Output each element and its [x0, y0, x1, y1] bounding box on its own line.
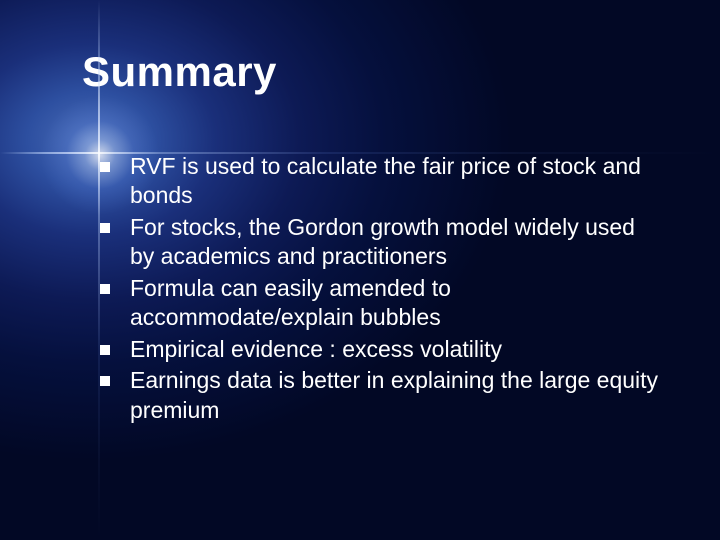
slide-title: Summary [82, 48, 660, 96]
bullet-item: Empirical evidence : excess volatility [100, 335, 660, 364]
bullet-item: For stocks, the Gordon growth model wide… [100, 213, 660, 272]
bullet-list: RVF is used to calculate the fair price … [82, 152, 660, 425]
slide: Summary RVF is used to calculate the fai… [0, 0, 720, 540]
bullet-item: Formula can easily amended to accommodat… [100, 274, 660, 333]
bullet-item: RVF is used to calculate the fair price … [100, 152, 660, 211]
bullet-item: Earnings data is better in explaining th… [100, 366, 660, 425]
